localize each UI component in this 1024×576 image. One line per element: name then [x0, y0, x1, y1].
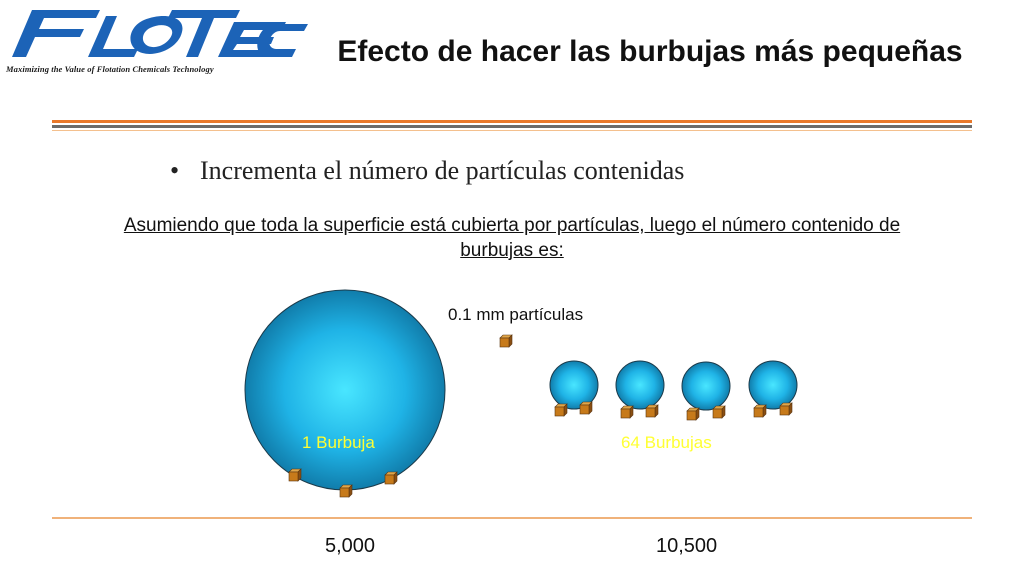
big-bubble-count: 5,000	[325, 535, 376, 557]
particle	[779, 402, 793, 416]
particle-size-label: 0.1 mm partículas	[448, 305, 584, 324]
small-bubble	[681, 361, 731, 411]
bullet-dot: •	[170, 156, 180, 185]
small-bubble	[748, 360, 798, 410]
bullet-item: • Incrementa el número de partículas cont…	[170, 156, 684, 186]
flotec-logo	[12, 10, 308, 57]
particle	[620, 405, 634, 419]
one-bubble-label: 1 Burbuja	[302, 433, 375, 452]
particle	[686, 407, 700, 421]
particle	[579, 401, 593, 415]
big-bubble	[244, 289, 446, 491]
bottom-divider	[52, 517, 972, 519]
particle	[554, 403, 568, 417]
particle-sample	[499, 334, 513, 348]
particle	[712, 405, 726, 419]
assumption-note: Asumiendo que toda la superficie está cu…	[123, 215, 901, 261]
small-bubble	[549, 360, 599, 410]
particle	[384, 471, 398, 485]
bullet-text: Incrementa el número de partículas conte…	[200, 156, 685, 185]
particle	[288, 468, 302, 482]
small-bubble	[615, 360, 665, 410]
title-divider	[52, 120, 972, 134]
particle	[753, 404, 767, 418]
small-bubbles-count: 10,500	[656, 535, 718, 557]
particle	[339, 484, 353, 498]
logo-tagline: Maximizing the Value of Flotation Chemic…	[6, 64, 214, 74]
particle	[645, 404, 659, 418]
logo-wordmark-shapes	[12, 10, 308, 57]
slide-title: Efecto de hacer las burbujas más pequeña…	[337, 35, 963, 68]
many-bubbles-label: 64 Burbujas	[621, 433, 712, 452]
